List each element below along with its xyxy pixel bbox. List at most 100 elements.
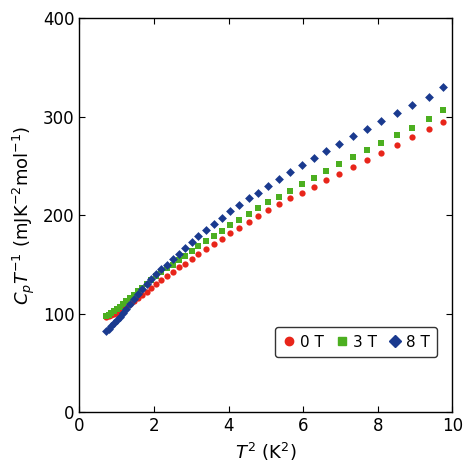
8 T [110, 319, 118, 327]
8 T [210, 220, 218, 228]
0 T [202, 245, 210, 253]
0 T [105, 312, 112, 319]
8 T [123, 305, 130, 313]
3 T [425, 115, 433, 122]
0 T [163, 273, 171, 280]
8 T [175, 250, 182, 257]
0 T [264, 207, 272, 214]
0 T [130, 297, 137, 305]
0 T [110, 310, 118, 318]
3 T [298, 180, 305, 188]
3 T [143, 281, 150, 288]
X-axis label: $T^2\ \mathrm{(K^2)}$: $T^2\ \mathrm{(K^2)}$ [235, 441, 297, 463]
8 T [393, 109, 401, 117]
3 T [202, 237, 210, 245]
8 T [245, 195, 253, 202]
3 T [138, 284, 146, 292]
Y-axis label: $C_p T^{-1}\ \mathrm{(mJK^{-2}mol^{-1})}$: $C_p T^{-1}\ \mathrm{(mJK^{-2}mol^{-1})}… [11, 126, 37, 305]
3 T [158, 269, 165, 276]
8 T [336, 140, 343, 148]
0 T [236, 224, 243, 232]
8 T [147, 275, 155, 283]
3 T [286, 187, 294, 194]
3 T [107, 309, 115, 317]
0 T [393, 141, 401, 149]
3 T [175, 256, 182, 264]
0 T [153, 281, 160, 288]
3 T [181, 252, 189, 259]
8 T [264, 182, 272, 190]
0 T [138, 292, 146, 299]
0 T [245, 219, 253, 226]
0 T [409, 134, 416, 141]
8 T [378, 117, 385, 124]
0 T [116, 307, 124, 315]
3 T [210, 232, 218, 240]
0 T [378, 149, 385, 157]
0 T [298, 189, 305, 196]
3 T [322, 167, 330, 175]
0 T [158, 276, 165, 284]
0 T [286, 195, 294, 202]
0 T [255, 212, 262, 220]
3 T [264, 199, 272, 206]
0 T [218, 235, 226, 243]
8 T [158, 265, 165, 273]
8 T [227, 208, 234, 215]
8 T [134, 290, 142, 298]
3 T [110, 307, 118, 315]
3 T [102, 312, 110, 319]
3 T [227, 221, 234, 229]
8 T [153, 271, 160, 278]
0 T [275, 201, 283, 208]
8 T [188, 238, 195, 246]
8 T [236, 201, 243, 209]
8 T [116, 313, 124, 320]
8 T [255, 189, 262, 196]
3 T [310, 174, 318, 182]
8 T [102, 327, 110, 334]
0 T [134, 294, 142, 302]
3 T [169, 261, 176, 268]
3 T [134, 287, 142, 295]
3 T [188, 247, 195, 255]
0 T [227, 229, 234, 237]
0 T [143, 288, 150, 296]
3 T [439, 106, 447, 114]
3 T [245, 210, 253, 218]
3 T [123, 297, 130, 305]
3 T [105, 311, 112, 319]
8 T [349, 133, 356, 140]
8 T [143, 281, 150, 288]
3 T [113, 305, 120, 313]
3 T [255, 205, 262, 212]
8 T [310, 154, 318, 162]
8 T [286, 168, 294, 176]
8 T [181, 244, 189, 252]
3 T [147, 276, 155, 284]
3 T [153, 273, 160, 280]
8 T [119, 309, 127, 317]
0 T [195, 250, 202, 257]
8 T [439, 83, 447, 91]
3 T [349, 153, 356, 161]
3 T [127, 294, 134, 302]
3 T [218, 227, 226, 235]
0 T [322, 176, 330, 183]
8 T [322, 147, 330, 155]
3 T [275, 193, 283, 201]
3 T [363, 146, 371, 154]
3 T [163, 264, 171, 272]
0 T [127, 300, 134, 308]
8 T [425, 93, 433, 101]
0 T [113, 309, 120, 317]
0 T [336, 170, 343, 178]
0 T [123, 303, 130, 310]
0 T [175, 264, 182, 271]
0 T [147, 284, 155, 292]
0 T [425, 125, 433, 132]
8 T [163, 261, 171, 268]
8 T [127, 300, 134, 308]
3 T [195, 242, 202, 250]
3 T [119, 300, 127, 308]
